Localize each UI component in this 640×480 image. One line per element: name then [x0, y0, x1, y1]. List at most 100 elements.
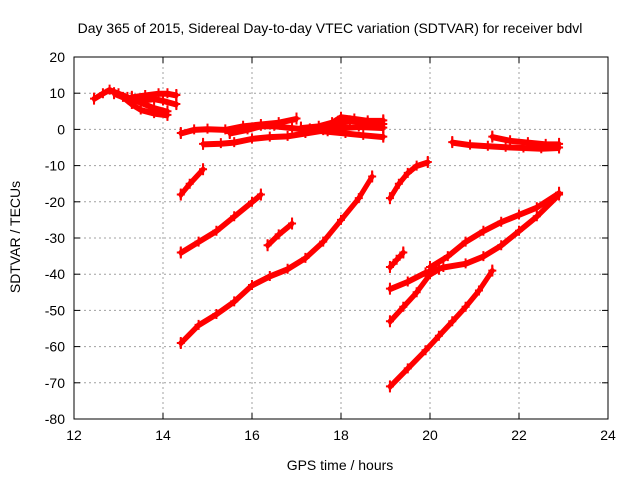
- series-track: [426, 186, 564, 273]
- data-point: [461, 258, 470, 269]
- data-point: [501, 141, 510, 152]
- y-tick-label: -40: [45, 266, 65, 282]
- data-point: [230, 211, 239, 222]
- data-point: [392, 254, 401, 265]
- series-track: [110, 87, 172, 121]
- x-tick-label: 16: [244, 427, 260, 443]
- data-point: [328, 117, 337, 128]
- y-tick-label: -30: [45, 230, 65, 246]
- data-point: [221, 124, 230, 135]
- data-point: [483, 140, 492, 151]
- data-point: [230, 137, 239, 148]
- series-line: [427, 190, 562, 270]
- data-point: [341, 128, 350, 139]
- data-point: [337, 111, 345, 122]
- series-line-thickness: [266, 224, 294, 249]
- series-track: [176, 188, 265, 259]
- y-tick-label: -20: [45, 194, 65, 210]
- x-axis-label: GPS time / hours: [287, 457, 394, 473]
- data-point: [403, 276, 412, 287]
- series-line-thickness: [179, 177, 374, 347]
- data-point: [541, 138, 550, 149]
- data-point: [163, 88, 172, 99]
- series-track: [385, 264, 497, 393]
- data-point: [412, 160, 421, 171]
- series-line: [138, 96, 179, 107]
- data-point: [212, 309, 221, 320]
- series-line: [387, 192, 562, 292]
- data-point: [154, 88, 163, 99]
- y-tick-label: 20: [49, 49, 65, 65]
- data-point: [248, 133, 256, 144]
- data-point: [412, 287, 421, 298]
- data-point: [337, 214, 345, 225]
- y-tick-label: -60: [45, 339, 65, 355]
- data-point: [466, 139, 475, 150]
- data-point: [270, 120, 279, 131]
- data-point: [194, 319, 203, 330]
- data-point: [194, 236, 203, 247]
- series-track: [136, 93, 181, 111]
- y-axis-label: SDTVAR / TECUs: [7, 181, 23, 293]
- y-tick-label: 10: [49, 85, 65, 101]
- series-track: [176, 170, 377, 349]
- series-track: [385, 246, 408, 273]
- series-line-thickness: [139, 99, 178, 108]
- series-track: [176, 163, 208, 201]
- data-point: [479, 225, 488, 236]
- data-point: [243, 124, 252, 135]
- data-point: [394, 178, 403, 189]
- data-point: [248, 196, 256, 207]
- data-point: [506, 135, 515, 146]
- series-track: [263, 217, 297, 252]
- data-point: [265, 131, 274, 142]
- data-point: [256, 120, 265, 131]
- series-line-thickness: [388, 271, 494, 390]
- y-tick-label: -10: [45, 158, 65, 174]
- x-tick-label: 20: [422, 427, 438, 443]
- data-point: [479, 251, 488, 262]
- data-point: [301, 252, 310, 263]
- data-point: [532, 202, 541, 213]
- series-track: [488, 130, 564, 150]
- data-point: [399, 301, 408, 312]
- data-point: [248, 280, 256, 291]
- data-point: [443, 251, 452, 262]
- data-point: [150, 93, 159, 104]
- data-point: [283, 130, 292, 141]
- x-tick-label: 12: [66, 427, 82, 443]
- data-series: [90, 84, 564, 393]
- series-line-thickness: [112, 93, 169, 119]
- series-track: [199, 121, 388, 150]
- data-point: [532, 211, 541, 222]
- data-point: [265, 271, 274, 282]
- data-point: [515, 225, 523, 236]
- chart-title: Day 365 of 2015, Sidereal Day-to-day VTE…: [78, 20, 583, 36]
- y-tick-label: -80: [45, 411, 65, 427]
- data-point: [421, 345, 430, 356]
- data-point: [118, 91, 127, 102]
- y-tick-label: 0: [57, 121, 65, 137]
- data-point: [105, 84, 114, 95]
- data-point: [159, 95, 167, 106]
- x-tick-label: 18: [333, 427, 349, 443]
- data-point: [448, 316, 457, 327]
- data-point: [185, 178, 194, 189]
- series-track: [448, 136, 564, 154]
- data-point: [403, 363, 412, 374]
- data-point: [515, 209, 523, 220]
- data-point: [497, 216, 506, 227]
- series-track: [305, 123, 388, 143]
- data-point: [212, 225, 221, 236]
- data-point: [461, 301, 470, 312]
- plot-frame: [73, 56, 609, 420]
- data-point: [274, 229, 283, 240]
- series-line: [178, 192, 264, 255]
- data-point: [319, 236, 328, 247]
- data-point: [230, 296, 239, 307]
- data-point: [323, 126, 332, 137]
- series-track: [385, 155, 432, 205]
- data-point: [354, 193, 363, 204]
